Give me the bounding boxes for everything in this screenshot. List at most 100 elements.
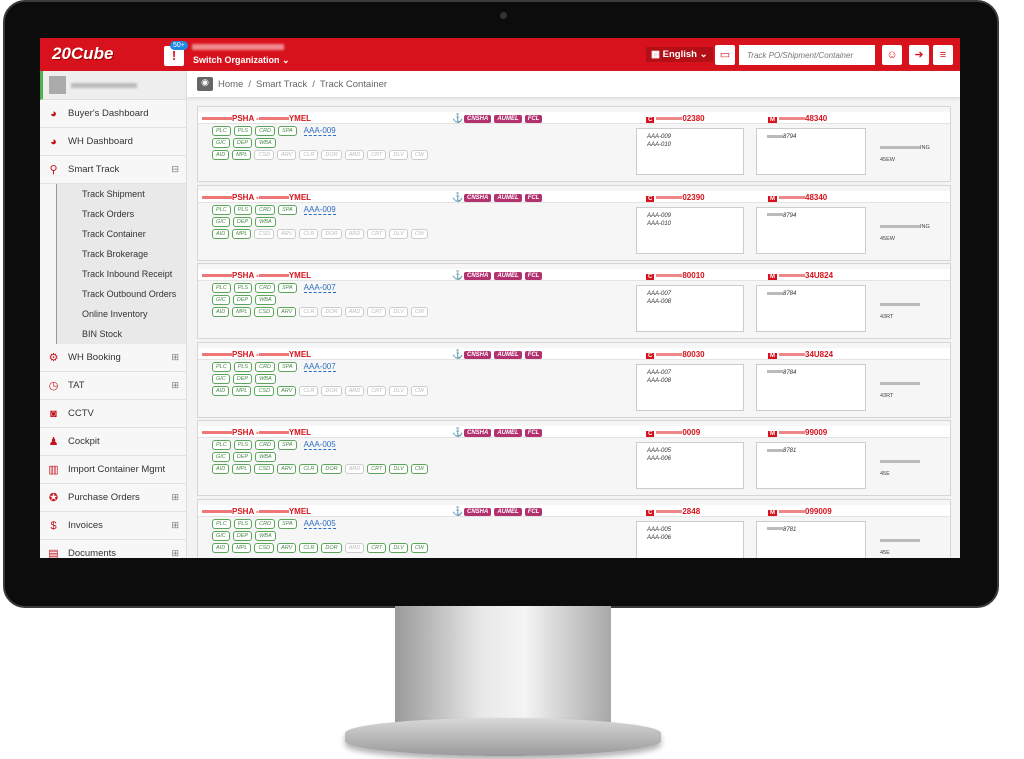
milestone-tag-arv[interactable]: ARV	[277, 307, 297, 317]
milestone-tag-gic[interactable]: GIC	[212, 373, 230, 384]
expand-toggle-icon[interactable]: ⊞	[171, 492, 179, 502]
milestone-tag-dep[interactable]: DEP	[232, 530, 253, 541]
milestone-tag-mpl[interactable]: MPL	[232, 464, 252, 474]
milestone-tag-dep[interactable]: DEP	[232, 295, 253, 305]
milestone-tag-clr[interactable]: CLR	[299, 228, 319, 239]
milestone-tag-spa[interactable]: SPA	[278, 204, 297, 215]
milestone-tag-wba[interactable]: WBA	[255, 295, 276, 305]
milestone-tag-aid[interactable]: AID	[212, 464, 230, 474]
milestone-tag-dlv[interactable]: DLV	[389, 307, 408, 317]
milestone-tag-plc[interactable]: PLC	[212, 204, 231, 215]
milestone-tag-dor[interactable]: DOR	[321, 385, 342, 396]
milestone-tag-dlv[interactable]: DLV	[389, 464, 408, 474]
container-card[interactable]: PSHA - YMEL ⚓ CNSHA AUMEL FCL PLC PLS CRD SPA AAA-…	[197, 498, 951, 558]
sidebar-subitem-online-inventory[interactable]: Online Inventory	[56, 304, 186, 324]
milestone-tag-ard[interactable]: ARD	[344, 307, 365, 317]
milestone-tag-ard[interactable]: ARD	[344, 150, 365, 160]
milestone-tag-cw[interactable]: CW	[410, 464, 428, 474]
mbl-number[interactable]: M 34U824	[768, 350, 833, 359]
milestone-tag-crd[interactable]: CRD	[255, 518, 276, 529]
home-icon[interactable]: ◉	[197, 77, 213, 91]
sidebar-subitem-bin-stock[interactable]: BIN Stock	[56, 324, 186, 344]
breadcrumb-smart-track[interactable]: Smart Track	[255, 78, 308, 90]
milestone-tag-cw[interactable]: CW	[410, 307, 428, 317]
expand-toggle-icon[interactable]: ⊞	[171, 520, 179, 530]
milestone-tag-pls[interactable]: PLS	[233, 283, 253, 293]
container-number[interactable]: C 2848	[646, 507, 700, 516]
milestone-tag-aid[interactable]: AID	[212, 385, 230, 396]
milestone-tag-mpl[interactable]: MPL	[232, 150, 252, 160]
sidebar-subitem-track-inbound-receipt[interactable]: Track Inbound Receipt	[56, 264, 186, 284]
sidebar-item-buyer-s-dashboard[interactable]: ◕ Buyer's Dashboard	[40, 100, 186, 128]
container-card[interactable]: PSHA - YMEL ⚓ CNSHA AUMEL FCL PLC PLS CRD SPA AAA-…	[197, 420, 951, 496]
milestone-tag-crt[interactable]: CRT	[367, 307, 387, 317]
sidebar-item-wh-dashboard[interactable]: ◕ WH Dashboard	[40, 128, 186, 156]
milestone-tag-pls[interactable]: PLS	[233, 126, 253, 136]
sidebar-item-cockpit[interactable]: ♟ Cockpit	[40, 428, 186, 456]
milestone-tag-dor[interactable]: DOR	[321, 228, 342, 239]
milestone-tag-csd[interactable]: CSD	[254, 385, 275, 396]
milestone-tag-cw[interactable]: CW	[410, 542, 428, 553]
milestone-tag-pls[interactable]: PLS	[233, 518, 253, 529]
milestone-tag-csd[interactable]: CSD	[254, 150, 275, 160]
menu-icon[interactable]: ≡	[933, 45, 953, 65]
milestone-tag-csd[interactable]: CSD	[254, 464, 275, 474]
milestone-tag-arv[interactable]: ARV	[277, 228, 297, 239]
milestone-tag-dlv[interactable]: DLV	[389, 228, 408, 239]
milestone-tag-ard[interactable]: ARD	[344, 228, 365, 239]
milestone-tag-crt[interactable]: CRT	[367, 542, 387, 553]
reference-link[interactable]: AAA-007	[303, 361, 336, 372]
sidebar-subitem-track-orders[interactable]: Track Orders	[56, 204, 186, 224]
milestone-tag-clr[interactable]: CLR	[299, 150, 319, 160]
milestone-tag-wba[interactable]: WBA	[255, 373, 276, 384]
container-card[interactable]: PSHA - YMEL ⚓ CNSHA AUMEL FCL PLC PLS CRD SPA AAA-…	[197, 106, 951, 182]
mbl-number[interactable]: M 48340	[768, 114, 827, 123]
logout-icon[interactable]: ➜	[909, 45, 929, 65]
milestone-tag-spa[interactable]: SPA	[278, 126, 297, 136]
milestone-tag-dor[interactable]: DOR	[321, 307, 342, 317]
milestone-tag-mpl[interactable]: MPL	[232, 542, 252, 553]
milestone-tag-crd[interactable]: CRD	[255, 126, 276, 136]
switch-organization-button[interactable]: Switch Organization ⌄	[193, 55, 290, 65]
sidebar-item-documents[interactable]: ▤ Documents ⊞	[40, 540, 186, 558]
reference-link[interactable]: AAA-009	[303, 126, 336, 136]
container-card[interactable]: PSHA - YMEL ⚓ CNSHA AUMEL FCL PLC PLS CRD SPA AAA-…	[197, 184, 951, 261]
milestone-tag-spa[interactable]: SPA	[278, 440, 297, 450]
mbl-number[interactable]: M 48340	[768, 193, 827, 202]
milestone-tag-dlv[interactable]: DLV	[389, 150, 408, 160]
milestone-tag-ard[interactable]: ARD	[344, 542, 365, 553]
sidebar-item-purchase-orders[interactable]: ✪ Purchase Orders ⊞	[40, 484, 186, 512]
mbl-number[interactable]: M 099009	[768, 507, 832, 516]
expand-toggle-icon[interactable]: ⊞	[171, 352, 179, 362]
sidebar-item-cctv[interactable]: ◙ CCTV	[40, 400, 186, 428]
milestone-tag-aid[interactable]: AID	[212, 150, 230, 160]
milestone-tag-spa[interactable]: SPA	[278, 283, 297, 293]
sidebar-item-wh-booking[interactable]: ⚙ WH Booking ⊞	[40, 344, 186, 372]
milestone-tag-plc[interactable]: PLC	[212, 126, 231, 136]
milestone-tag-gic[interactable]: GIC	[212, 530, 230, 541]
sidebar-subitem-track-shipment[interactable]: Track Shipment	[56, 184, 186, 204]
container-card[interactable]: PSHA - YMEL ⚓ CNSHA AUMEL FCL PLC PLS CRD SPA AAA-…	[197, 341, 951, 418]
milestone-tag-dep[interactable]: DEP	[232, 373, 253, 384]
container-number[interactable]: C 80010	[646, 271, 705, 280]
sidebar-subitem-track-brokerage[interactable]: Track Brokerage	[56, 244, 186, 264]
milestone-tag-gic[interactable]: GIC	[212, 216, 230, 227]
milestone-tag-mpl[interactable]: MPL	[232, 228, 252, 239]
sidebar-item-smart-track[interactable]: ⚲ Smart Track ⊟	[40, 156, 186, 184]
milestone-tag-dlv[interactable]: DLV	[389, 385, 408, 396]
sidebar-item-import-container-mgmt[interactable]: ▥ Import Container Mgmt	[40, 456, 186, 484]
language-select[interactable]: ▦ English ⌄	[646, 47, 713, 62]
milestone-tag-clr[interactable]: CLR	[299, 307, 319, 317]
milestone-tag-dep[interactable]: DEP	[232, 216, 253, 227]
milestone-tag-spa[interactable]: SPA	[278, 361, 297, 372]
milestone-tag-clr[interactable]: CLR	[299, 385, 319, 396]
search-icon[interactable]: ⚲	[860, 49, 870, 61]
milestone-tag-pls[interactable]: PLS	[233, 440, 253, 450]
milestone-tag-gic[interactable]: GIC	[212, 452, 230, 462]
milestone-tag-pls[interactable]: PLS	[233, 204, 253, 215]
milestone-tag-cw[interactable]: CW	[410, 228, 428, 239]
milestone-tag-arv[interactable]: ARV	[277, 385, 297, 396]
milestone-tag-dor[interactable]: DOR	[321, 464, 342, 474]
monitor-icon[interactable]: ▭	[715, 45, 735, 65]
milestone-tag-cw[interactable]: CW	[410, 150, 428, 160]
